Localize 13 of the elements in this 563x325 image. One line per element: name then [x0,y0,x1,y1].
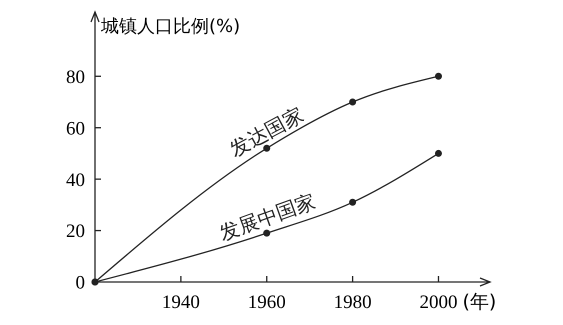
y-tick-label: 40 [66,170,85,191]
x-tick-label: 1940 [162,292,200,313]
x-tick-label: 1980 [334,292,372,313]
text: 发展中国家 [216,188,318,246]
y-tick-label: 80 [66,66,85,88]
x-tick-label: 1960 [248,292,286,313]
y-tick-label: 0 [76,272,85,294]
x-tick-label: 2000 [419,292,458,313]
x-axis-title: (年) [462,291,496,313]
y-axis-title: 城镇人口比例(%) [100,16,240,37]
y-tick-label: 20 [66,221,85,242]
y-tick-label: 60 [66,118,85,140]
text: 发达国家 [225,102,308,162]
